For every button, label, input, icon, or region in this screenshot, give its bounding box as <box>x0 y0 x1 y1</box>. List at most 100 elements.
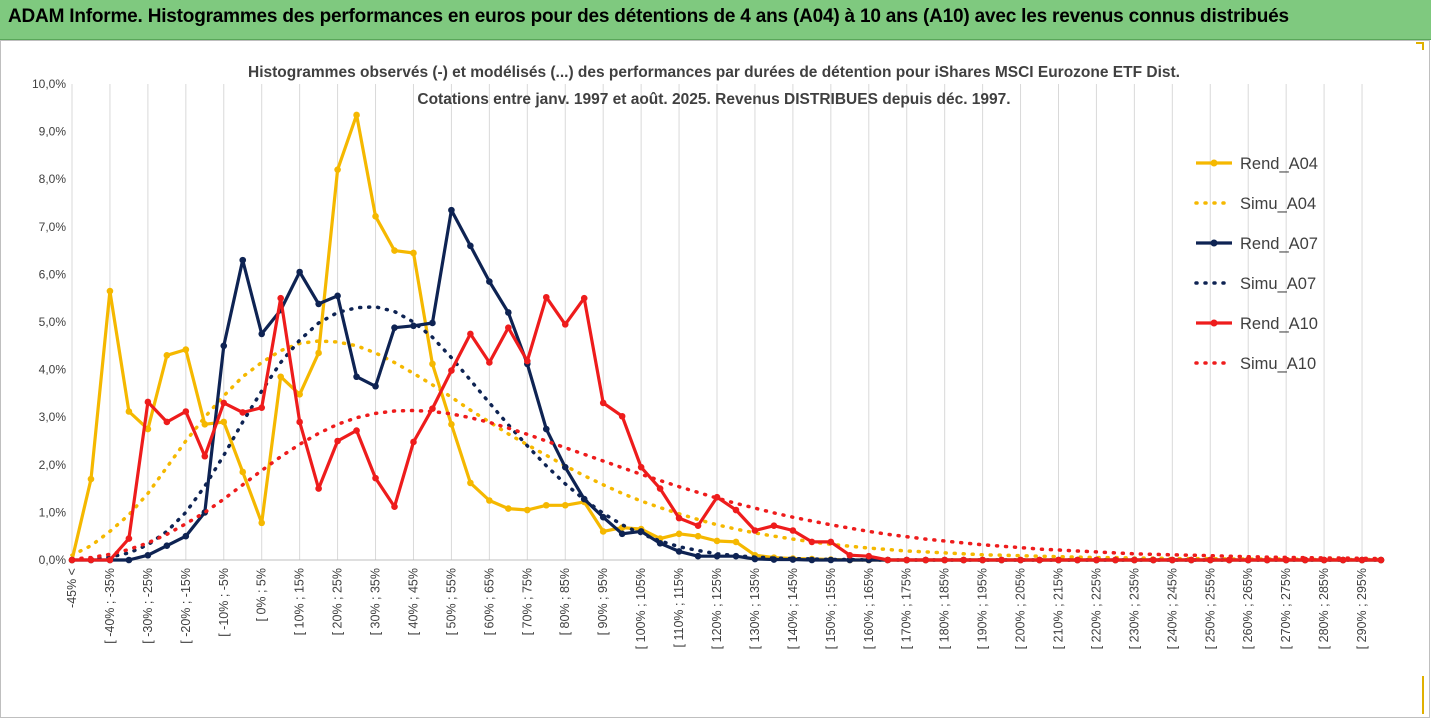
point-rend-a04 <box>258 519 266 527</box>
point-rend-a10 <box>656 485 664 492</box>
x-tick-group: [ 260% ; 265% <box>1241 568 1255 649</box>
x-tick-label: [ 30% ; 35% <box>369 568 383 635</box>
point-rend-a10 <box>391 503 398 510</box>
point-rend-a07 <box>182 532 190 540</box>
point-rend-a10 <box>315 485 322 492</box>
point-rend-a07 <box>144 551 152 559</box>
point-rend-a07 <box>334 292 341 300</box>
point-rend-a04 <box>182 346 190 353</box>
x-tick-group: [ 290% ; 295% <box>1355 568 1369 649</box>
x-tick-label: [ 0% ; 5% <box>255 568 269 622</box>
point-rend-a07 <box>448 206 455 214</box>
x-tick-label: [ 290% ; 295% <box>1355 568 1369 649</box>
point-rend-a07 <box>694 552 702 560</box>
point-rend-a10 <box>884 556 892 564</box>
point-rend-a07 <box>467 242 474 250</box>
point-rend-a07 <box>675 548 683 555</box>
y-tick-label: 2,0% <box>39 458 67 472</box>
x-tick-group: [ 270% ; 275% <box>1279 568 1293 649</box>
point-rend-a04 <box>277 373 284 381</box>
point-rend-a04 <box>713 537 721 545</box>
legend-label-rend-a07: Rend_A07 <box>1240 235 1318 253</box>
y-tick-label: 7,0% <box>39 220 67 234</box>
x-tick-group: [ 40% ; 45% <box>406 568 420 635</box>
point-rend-a04 <box>429 360 436 368</box>
point-rend-a10 <box>106 556 114 564</box>
y-tick-label: 1,0% <box>39 505 67 519</box>
point-rend-a04 <box>353 111 360 119</box>
point-rend-a07 <box>372 382 379 390</box>
x-tick-label: [ 240% ; 245% <box>1165 568 1179 649</box>
point-rend-a10 <box>865 552 873 560</box>
point-rend-a04 <box>410 249 417 257</box>
point-rend-a04 <box>391 247 398 254</box>
point-rend-a04 <box>372 213 379 220</box>
point-rend-a10 <box>201 452 209 460</box>
legend: Rend_A04 Simu_A04 Rend_A07 Simu_A07 Rend_A10… <box>1194 155 1318 373</box>
corner-mark-top <box>1416 42 1424 44</box>
x-tick-label: [ 180% ; 185% <box>938 568 952 649</box>
point-rend-a10 <box>524 357 531 365</box>
x-tick-label: [ 260% ; 265% <box>1241 568 1255 649</box>
x-tick-label: [ -20% ; -15% <box>179 568 193 644</box>
x-tick-group: [ 250% ; 255% <box>1203 568 1217 649</box>
x-tick-label: [ 160% ; 165% <box>862 568 876 649</box>
x-tick-label: [ 270% ; 275% <box>1279 568 1293 649</box>
x-tick-group: [ 280% ; 285% <box>1317 568 1331 649</box>
point-rend-a10 <box>637 463 645 471</box>
point-rend-a10 <box>1169 556 1176 564</box>
point-rend-a10 <box>1339 556 1347 564</box>
point-rend-a10 <box>467 330 474 338</box>
point-rend-a10 <box>846 551 854 559</box>
legend-label-simu-a07: Simu_A07 <box>1240 275 1316 293</box>
series-layer <box>68 111 1385 564</box>
y-tick-label: 6,0% <box>39 267 67 281</box>
point-rend-a07 <box>163 542 171 550</box>
x-tick-label: [ 50% ; 55% <box>444 568 458 635</box>
point-rend-a10 <box>1225 556 1233 564</box>
point-rend-a10 <box>751 527 759 534</box>
x-tick-group: [ 140% ; 145% <box>786 568 800 649</box>
point-rend-a10 <box>561 321 569 328</box>
x-tick-label: [ 40% ; 45% <box>406 568 420 635</box>
x-tick-group: [ 0% ; 5% <box>255 568 269 622</box>
x-tick-label: [ 140% ; 145% <box>786 568 800 649</box>
y-tick-label: 5,0% <box>39 315 67 329</box>
point-rend-a10 <box>979 556 986 564</box>
chart-subtitle: Cotations entre janv. 1997 et août. 2025… <box>417 91 1010 108</box>
point-rend-a10 <box>675 514 683 522</box>
point-rend-a10 <box>334 437 341 445</box>
point-rend-a04 <box>448 421 455 428</box>
x-tick-label: [ 210% ; 215% <box>1051 568 1065 649</box>
point-rend-a07 <box>542 425 550 433</box>
series-rend-a07 <box>72 208 1381 562</box>
x-tick-group: [ 130% ; 135% <box>748 568 762 649</box>
point-rend-a10 <box>694 522 702 530</box>
point-rend-a10 <box>1131 556 1138 564</box>
point-rend-a07 <box>656 540 664 547</box>
point-rend-a04 <box>334 166 341 173</box>
x-tick-label: [ 100% ; 105% <box>634 568 648 649</box>
point-rend-a07 <box>353 373 360 381</box>
x-tick-group: [ 70% ; 75% <box>520 568 534 635</box>
point-rend-a04 <box>675 530 683 538</box>
legend-label-simu-a10: Simu_A10 <box>1240 355 1316 373</box>
x-tick-group: [ -20% ; -15% <box>179 568 193 644</box>
point-rend-a10 <box>732 506 740 514</box>
y-tick-label: 9,0% <box>39 125 67 139</box>
y-tick-label: 4,0% <box>39 363 67 377</box>
point-rend-a10 <box>182 408 190 415</box>
point-rend-a10 <box>125 535 133 542</box>
point-rend-a07 <box>486 278 493 285</box>
point-rend-a04 <box>561 501 569 509</box>
x-tick-group: [ 180% ; 185% <box>938 568 952 649</box>
point-rend-a10 <box>296 418 303 426</box>
corner-mark-top-v <box>1422 42 1424 50</box>
point-rend-a04 <box>220 418 228 426</box>
x-tick-label: [ 170% ; 175% <box>900 568 914 649</box>
point-rend-a10 <box>618 412 626 420</box>
point-rend-a10 <box>941 556 948 564</box>
point-rend-a10 <box>827 538 835 546</box>
point-rend-a10 <box>1093 556 1100 564</box>
x-tick-group: [ 150% ; 155% <box>824 568 838 649</box>
